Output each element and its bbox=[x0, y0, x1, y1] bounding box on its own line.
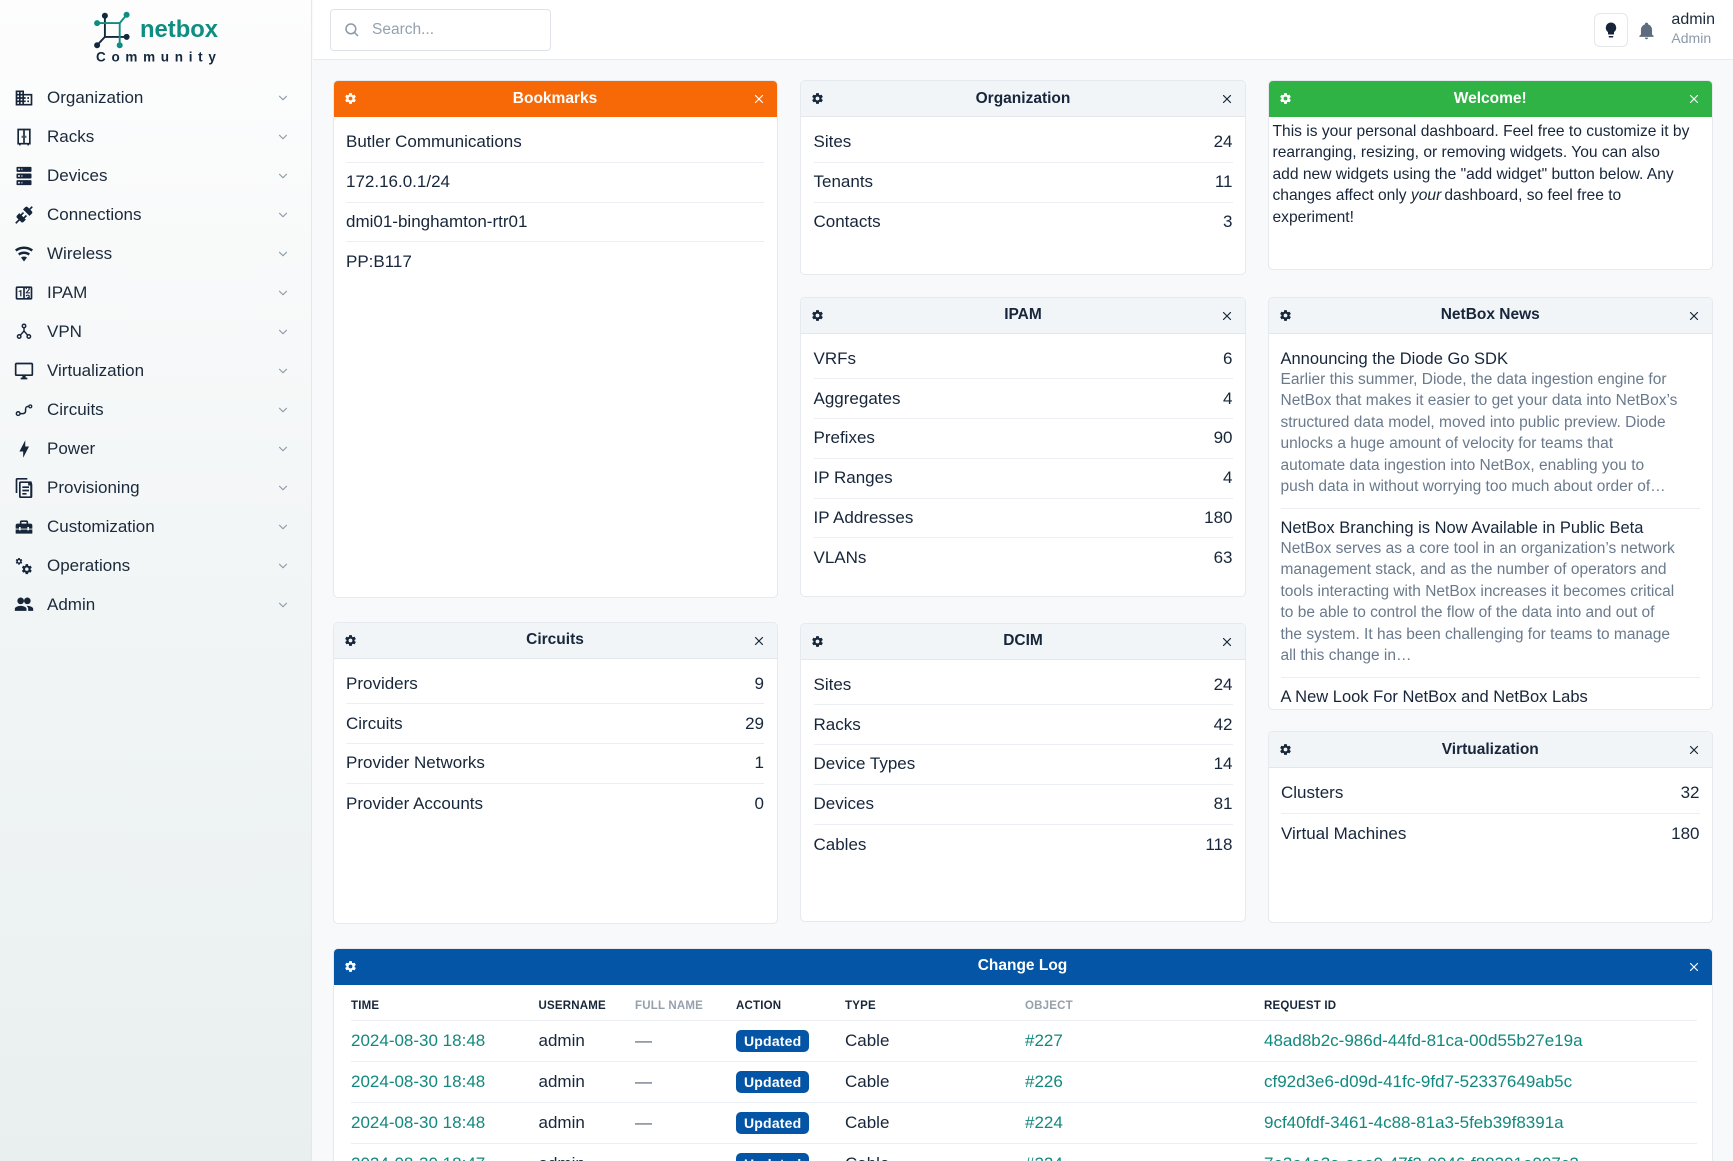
svg-text:netbox: netbox bbox=[140, 16, 219, 43]
svg-text:Community: Community bbox=[96, 50, 222, 65]
